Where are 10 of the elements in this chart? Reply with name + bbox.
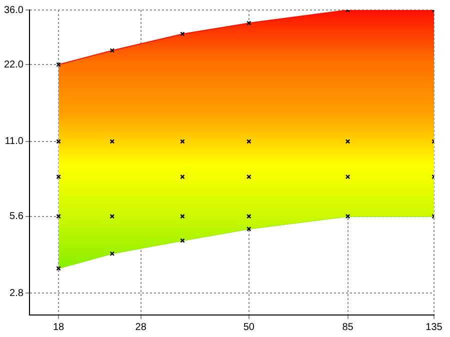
x-tick-label: 28	[135, 322, 147, 333]
x-tick-label: 50	[243, 322, 255, 333]
x-tick-label: 85	[342, 322, 354, 333]
y-tick-label: 5.6	[10, 211, 24, 222]
x-tick-label: 135	[426, 322, 443, 333]
x-tick-label: 18	[52, 322, 65, 333]
y-tick-label: 22.0	[4, 59, 24, 70]
y-tick-label: 11.0	[4, 136, 24, 148]
y-tick-label: 36.0	[4, 4, 24, 16]
y-tick-label: 2.8	[10, 288, 24, 299]
